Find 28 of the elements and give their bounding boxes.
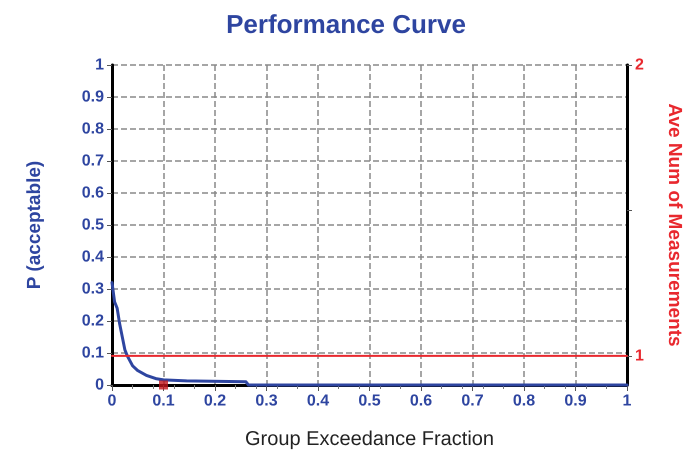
x-tick-label: 0.3	[255, 392, 278, 410]
x-tick-label: 0	[108, 392, 117, 410]
x-tick-label: 0.8	[512, 392, 536, 410]
y-tick-label: 0.3	[82, 280, 104, 298]
y-axis-title: P (acceptable)	[24, 160, 45, 290]
y-tick-label: 0.6	[82, 184, 104, 202]
y-tick-label: 0.7	[82, 152, 104, 170]
x-tick-label: 0.9	[564, 392, 587, 410]
y2-axis-title: Ave Num of Measurements	[664, 103, 685, 347]
chart-title: Performance Curve	[226, 9, 466, 39]
y2-tick-label: 2	[635, 56, 644, 74]
x-axis-title: Group Exceedance Fraction	[244, 428, 494, 450]
x-tick-label: 0.1	[152, 392, 175, 410]
y-tick-label: 0.2	[82, 312, 104, 330]
x-tick-label: 0.7	[461, 392, 484, 410]
y-tick-label: 1	[95, 56, 104, 74]
y-tick-label: 0.4	[82, 248, 104, 266]
y-tick-label: 0.8	[82, 120, 104, 138]
x-tick-label: 0.4	[306, 392, 330, 410]
x-tick-label: 0.5	[358, 392, 381, 410]
y-tick-label: 0.5	[82, 216, 104, 234]
y2-tick-label: 1	[635, 347, 644, 364]
x-tick-label: 1	[622, 392, 632, 410]
y-tick-label: 0.9	[82, 88, 104, 106]
x-tick-label: 0.6	[410, 392, 432, 410]
y-tick-label: 0.1	[82, 344, 104, 362]
y-tick-label: 0	[95, 376, 104, 394]
x-tick-label: 0.2	[204, 392, 226, 410]
